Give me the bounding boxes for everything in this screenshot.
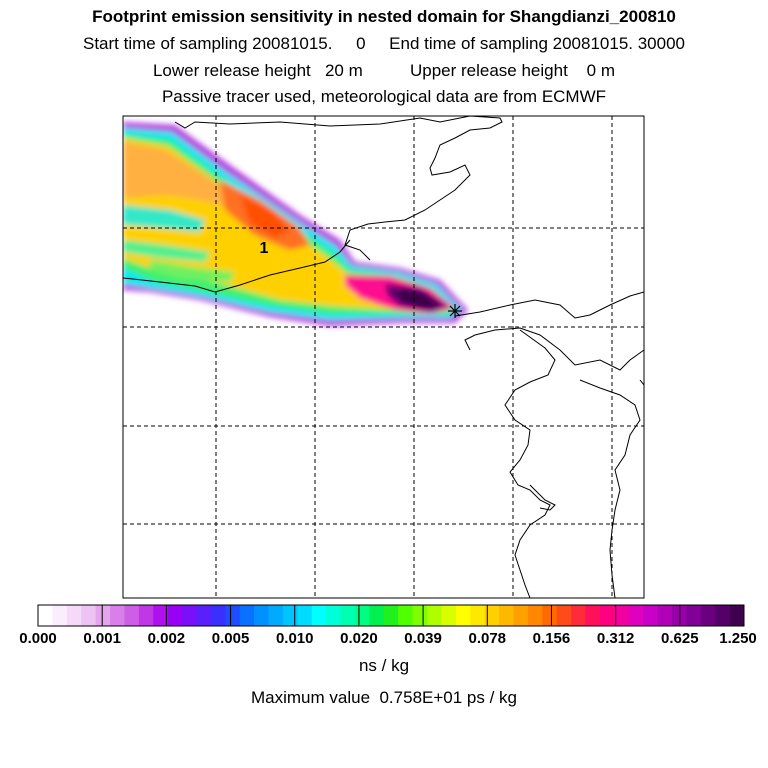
colorbar-swatch [542, 605, 558, 626]
colorbar-swatch [110, 605, 125, 626]
colorbar-swatch [124, 605, 140, 626]
colorbar-swatch [340, 605, 356, 626]
colorbar-swatch [441, 605, 457, 626]
colorbar-swatch [427, 605, 442, 626]
colorbar-swatch [196, 605, 212, 626]
colorbar-swatch [326, 605, 342, 626]
colorbar-swatch [38, 605, 53, 626]
colorbar-swatch [556, 605, 572, 626]
colorbar-tick-label: 1.250 [719, 630, 757, 647]
colorbar-swatch [715, 605, 731, 626]
colorbar-swatch [167, 605, 183, 626]
colorbar-swatch [455, 605, 471, 626]
star-icon [448, 304, 462, 318]
colorbar-swatch [398, 605, 414, 626]
colorbar-swatch [153, 605, 169, 626]
colorbar-swatch [628, 605, 644, 626]
colorbar-tick-label: 0.625 [661, 630, 699, 647]
colorbar-swatch [52, 605, 68, 626]
plot-title: Footprint emission sensitivity in nested… [92, 7, 676, 26]
colorbar-swatch [297, 605, 313, 626]
colorbar-swatch [585, 605, 601, 626]
colorbar-units: ns / kg [358, 656, 410, 675]
map-frame [122, 115, 645, 599]
colorbar-swatch [513, 605, 529, 626]
colorbar-swatch [81, 605, 97, 626]
station-marker [448, 304, 462, 318]
colorbar-swatch [95, 605, 111, 626]
colorbar-tick-label: 0.001 [83, 630, 121, 647]
colorbar-swatch [499, 605, 514, 626]
maximum-value: Maximum value 0.758E+01 ps / kg [251, 688, 517, 707]
colorbar-swatch [729, 605, 745, 626]
coastlines [123, 116, 644, 598]
receptor-label: 1 [260, 240, 269, 257]
colorbar-swatch [599, 605, 615, 626]
colorbar [37, 604, 745, 627]
colorbar-swatch [66, 605, 82, 626]
tracer-info-line: Passive tracer used, meteorological data… [161, 87, 607, 106]
release-height-line: Lower release height 20 m Upper release … [152, 61, 616, 80]
plume-field [123, 122, 468, 326]
sampling-time-line: Start time of sampling 20081015. 0 End t… [83, 34, 685, 53]
colorbar-swatch [412, 605, 428, 626]
colorbar-swatch [484, 605, 500, 626]
colorbar-swatch [383, 605, 399, 626]
colorbar-swatch [527, 605, 543, 626]
colorbar-swatch [614, 605, 630, 626]
colorbar-swatch [657, 605, 673, 626]
colorbar-swatch [354, 605, 370, 626]
colorbar-tick-label: 0.005 [211, 630, 250, 647]
colorbar-swatch [470, 605, 486, 626]
colorbar-tick-label: 0.156 [532, 630, 571, 647]
colorbar-swatch [268, 605, 284, 626]
colorbar-tick-label: 0.020 [340, 630, 378, 647]
colorbar-swatch [138, 605, 154, 626]
colorbar-tick-label: 0.000 [19, 630, 57, 647]
colorbar-swatch [311, 605, 327, 626]
colorbar-swatch [686, 605, 702, 626]
colorbar-swatch [700, 605, 716, 626]
colorbar-swatch [282, 605, 298, 626]
colorbar-swatch [254, 605, 270, 626]
colorbar-swatch [239, 605, 255, 626]
colorbar-tick-label: 0.010 [275, 630, 314, 647]
colorbar-swatch [369, 605, 385, 626]
colorbar-tick-label: 0.002 [147, 630, 186, 647]
colorbar-swatch [225, 605, 241, 626]
colorbar-tick-label: 0.312 [596, 630, 635, 647]
colorbar-swatch [182, 605, 197, 626]
colorbar-tick-label: 0.039 [404, 630, 442, 647]
graticule [123, 116, 644, 598]
colorbar-swatch [210, 605, 226, 626]
colorbar-swatch [643, 605, 659, 626]
colorbar-swatch [571, 605, 587, 626]
colorbar-tick-label: 0.078 [468, 630, 507, 647]
